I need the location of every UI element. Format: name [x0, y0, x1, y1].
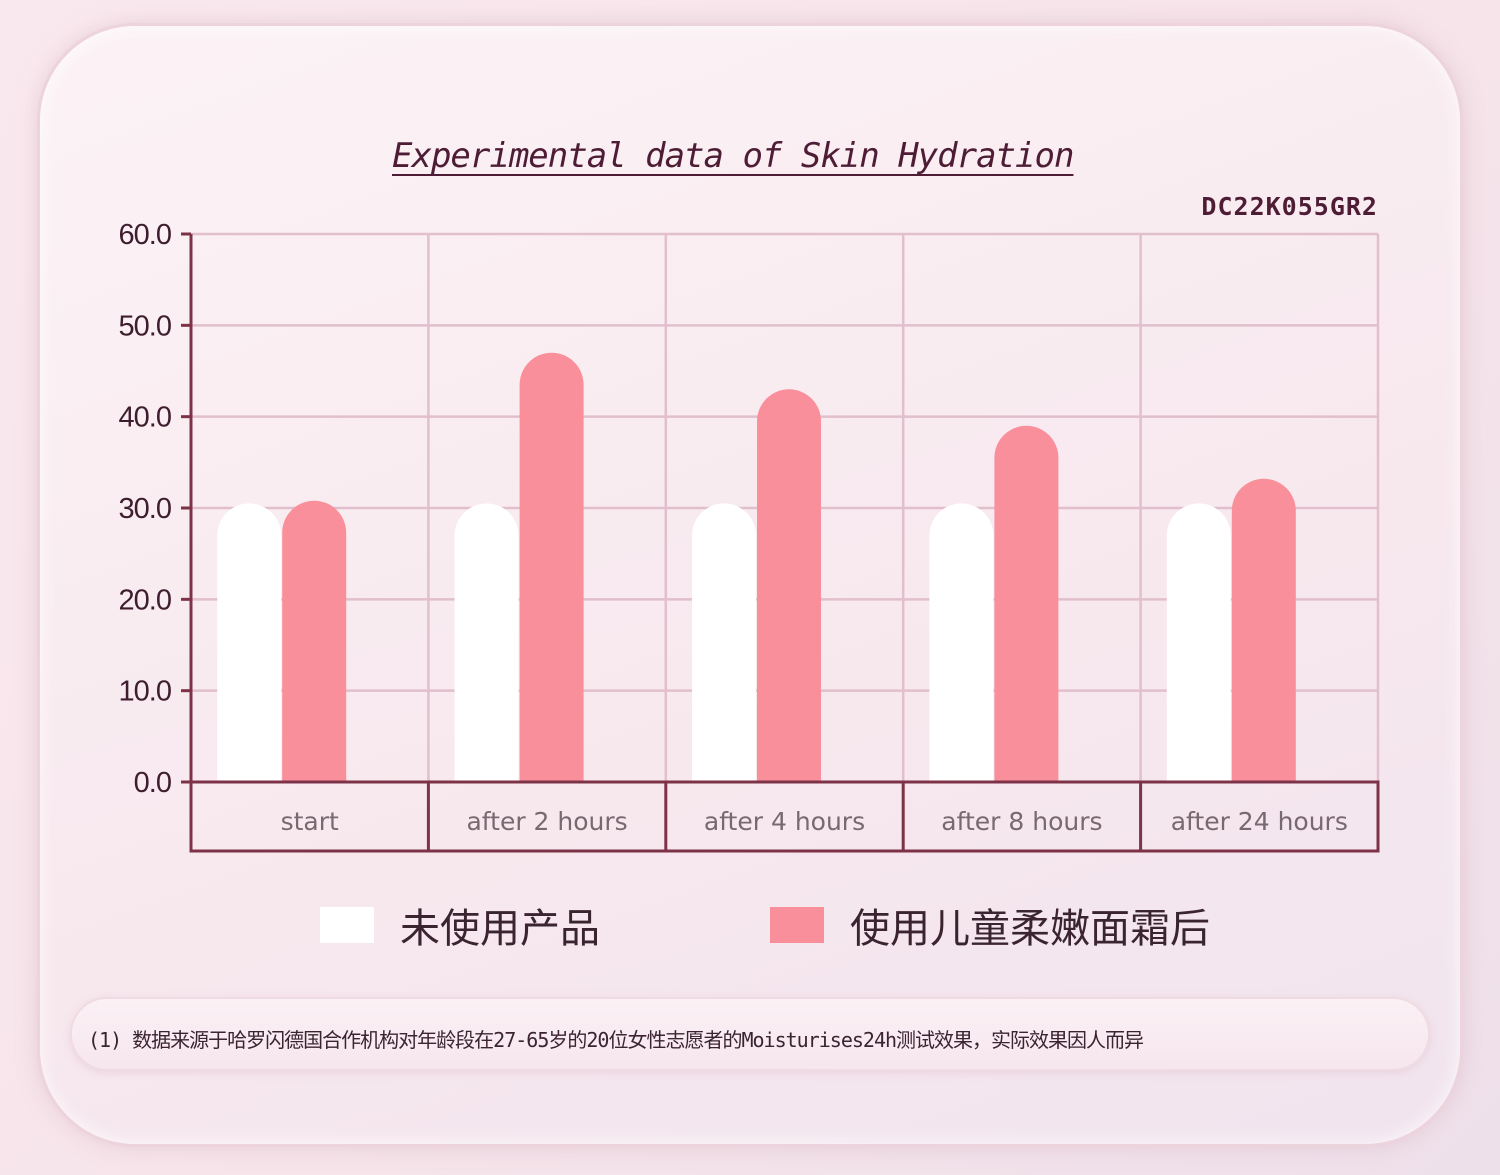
bar-untreated — [1166, 503, 1231, 782]
bar-treated — [282, 500, 347, 782]
bar-untreated — [217, 503, 282, 782]
x-tick-label: after 24 hours — [1171, 807, 1348, 836]
legend-label-treated: 使用儿童柔嫩面霜后 — [850, 906, 1210, 952]
bar-treated — [519, 352, 584, 782]
y-tick-label: 20.0 — [119, 584, 171, 616]
footnote-box — [72, 999, 1428, 1069]
bar-treated — [1231, 478, 1296, 782]
x-tick-label: after 2 hours — [466, 807, 627, 836]
y-tick-label: 0.0 — [134, 767, 171, 799]
y-tick-label: 10.0 — [119, 676, 171, 708]
bar-treated — [757, 389, 821, 782]
x-tick-label: after 8 hours — [941, 807, 1102, 836]
legend-label-untreated: 未使用产品 — [400, 906, 600, 952]
y-tick-label: 50.0 — [119, 310, 171, 342]
bar-untreated — [692, 503, 756, 782]
legend-item-treated: 使用儿童柔嫩面霜后 — [770, 896, 1210, 954]
bar-untreated — [454, 503, 519, 782]
y-tick-label: 30.0 — [119, 493, 171, 525]
bar-treated — [994, 425, 1059, 782]
x-tick-label: after 4 hours — [704, 807, 865, 836]
x-tick-label: start — [281, 807, 339, 836]
y-tick-label: 40.0 — [119, 402, 171, 434]
chart-subtitle-code: DC22K055GR2 — [1201, 192, 1378, 221]
y-tick-label: 60.0 — [119, 219, 171, 251]
bar-untreated — [929, 503, 994, 782]
legend-item-untreated: 未使用产品 — [320, 896, 600, 954]
legend-swatch-treated — [770, 907, 824, 943]
legend-swatch-untreated — [320, 907, 374, 943]
footnote-text: (1) 数据来源于哈罗闪德国合作机构对年龄段在27-65岁的20位女性志愿者的M… — [88, 1028, 1144, 1052]
chart-title: Experimental data of Skin Hydration — [392, 136, 1074, 176]
x-axis-box — [189, 780, 1380, 853]
